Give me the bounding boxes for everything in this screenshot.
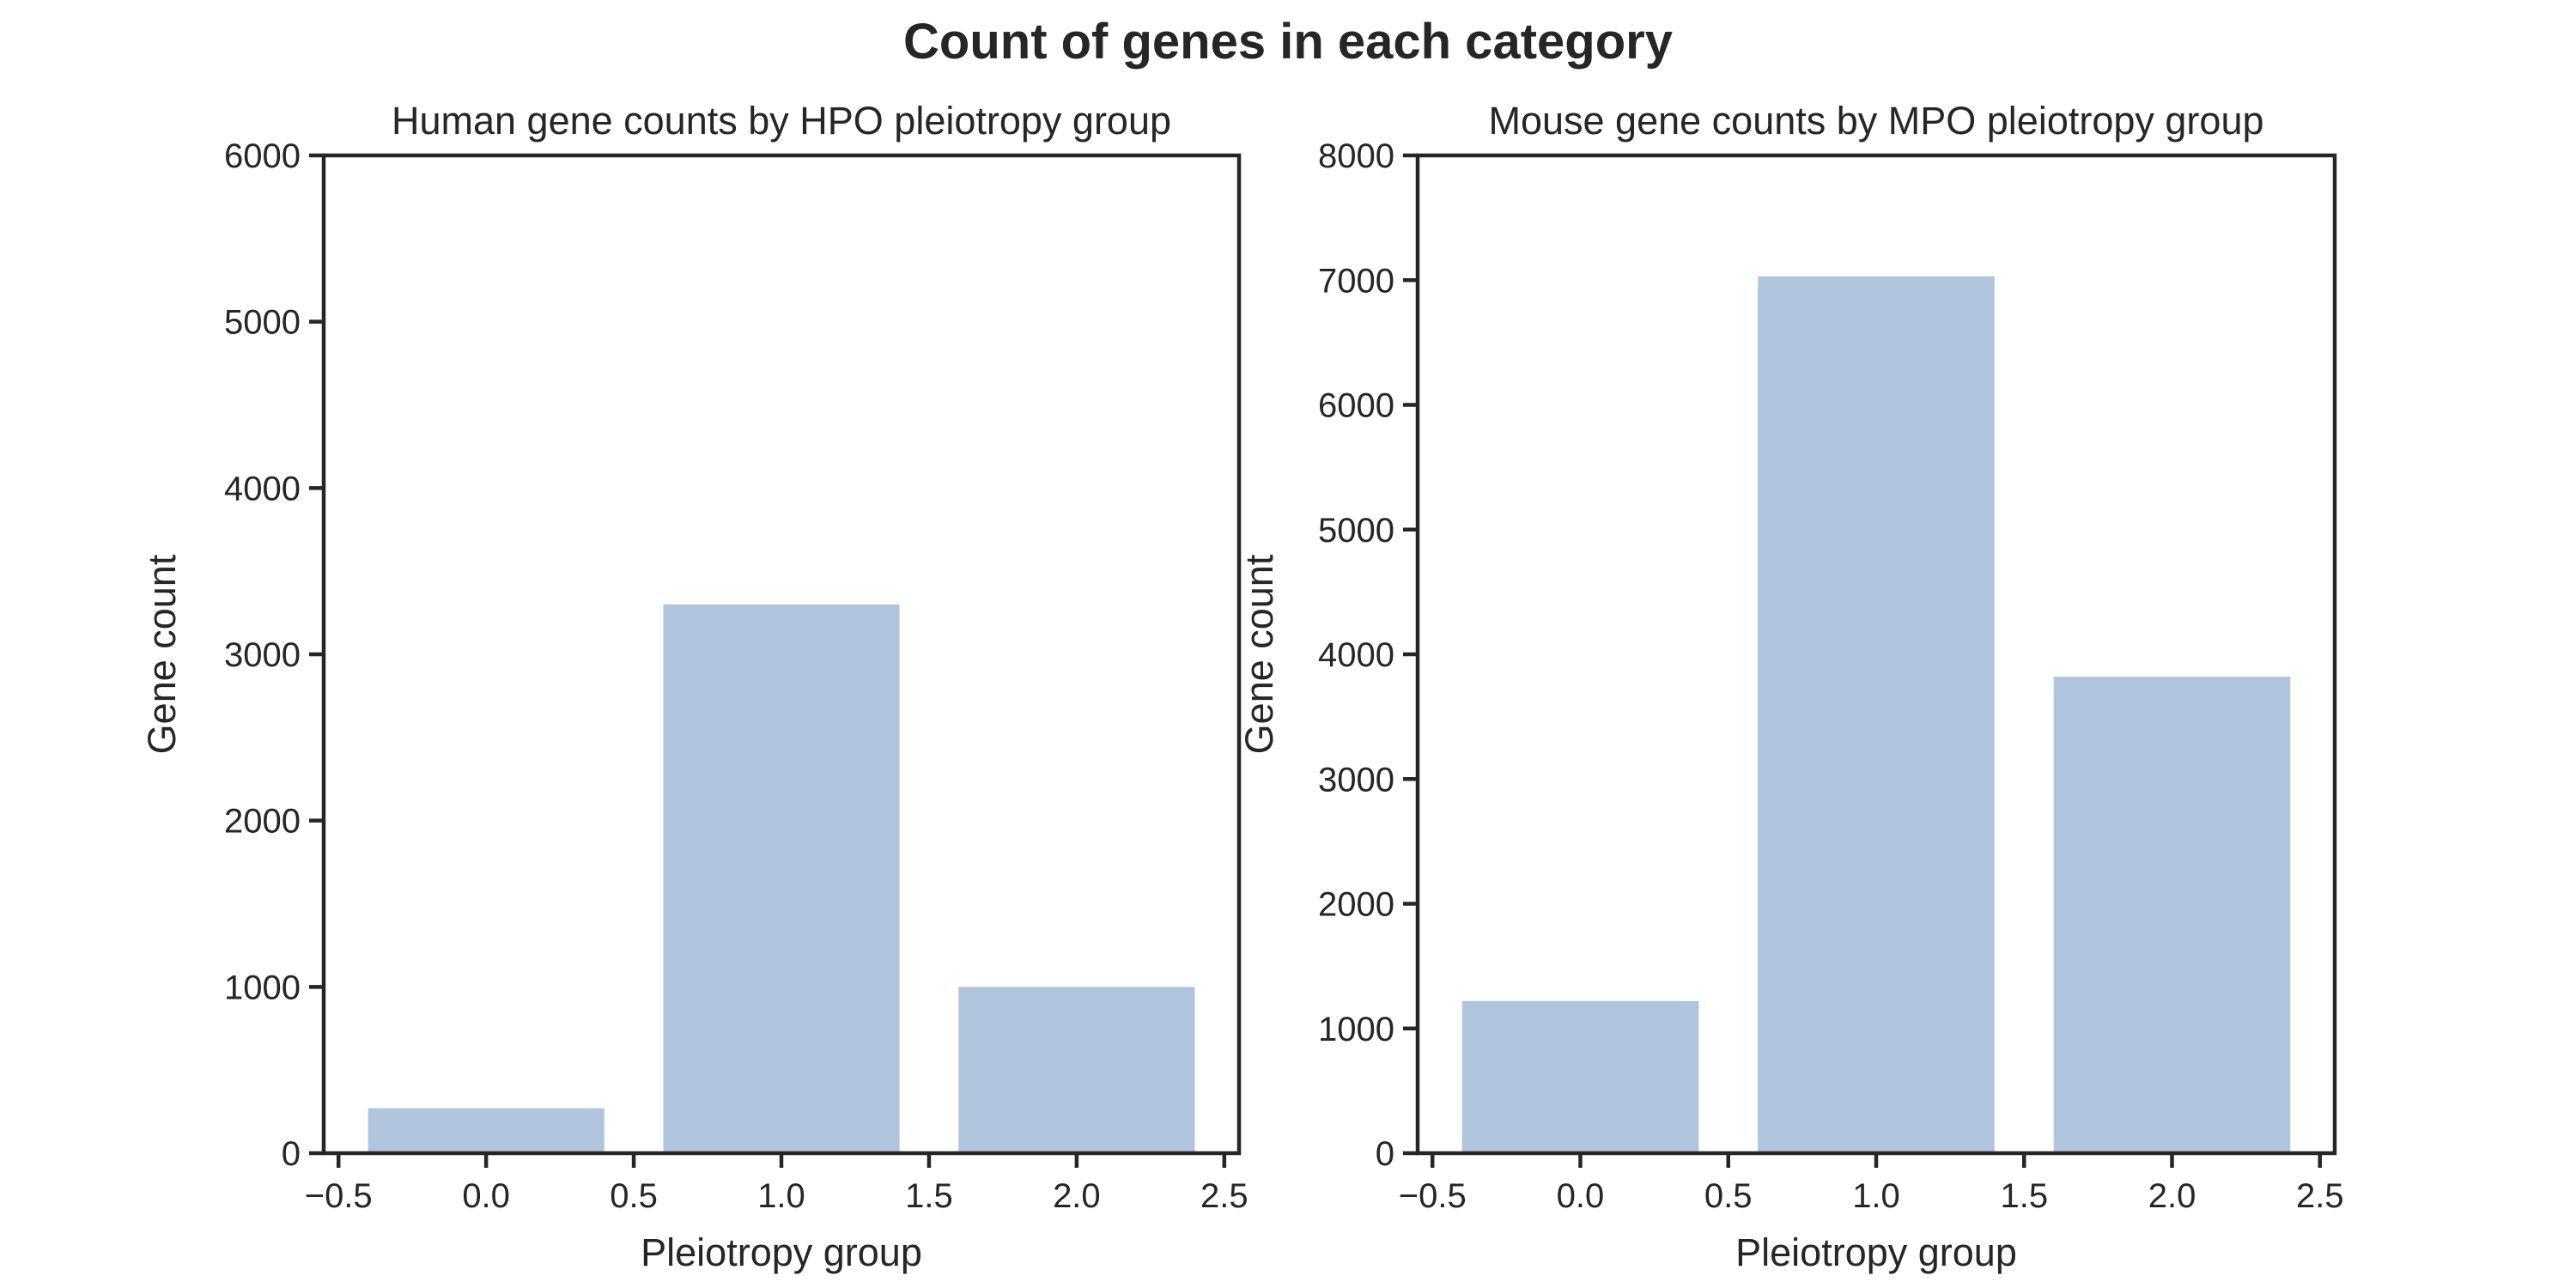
y-tick-label: 1000 <box>224 969 301 1006</box>
y-tick-label: 8000 <box>1318 137 1394 175</box>
y-tick-label: 1000 <box>1318 1011 1394 1048</box>
bar-group-2.0 <box>958 987 1195 1153</box>
bar-group <box>1461 276 2291 1153</box>
x-tick-label: −0.5 <box>305 1177 373 1215</box>
y-tick-label: 5000 <box>224 304 301 342</box>
y-tick-label: 2000 <box>224 803 301 841</box>
axes-frame <box>321 153 1242 1156</box>
figure-title: Count of genes in each category <box>903 14 1673 70</box>
x-tick-label: 0.5 <box>610 1177 658 1215</box>
y-tick-label: 0 <box>1376 1135 1394 1173</box>
chart-title: Human gene counts by HPO pleiotropy grou… <box>392 99 1171 143</box>
x-tick-label: 1.0 <box>1852 1177 1900 1215</box>
mouse-chart-panel: Mouse gene counts by MPO pleiotropy grou… <box>1237 99 2344 1274</box>
y-tick-label: 3000 <box>1318 761 1394 799</box>
chart-title: Mouse gene counts by MPO pleiotropy grou… <box>1488 99 2263 143</box>
x-axis-label: Pleiotropy group <box>1735 1230 2017 1274</box>
tick-group: −0.5 0.0 0.5 1.0 1.5 2.0 2.5 0 1000 2000 3000 4000 5… <box>224 137 1249 1215</box>
x-tick-label: 0.5 <box>1704 1177 1753 1215</box>
x-tick-label: 2.0 <box>1053 1177 1101 1215</box>
y-tick-label: 7000 <box>1318 262 1394 300</box>
y-tick-label: 0 <box>282 1135 301 1173</box>
y-tick-label: 4000 <box>224 470 301 507</box>
x-tick-label: −0.5 <box>1399 1177 1467 1215</box>
y-tick-label: 3000 <box>224 636 301 674</box>
x-tick-label: 1.0 <box>757 1177 805 1215</box>
y-tick-label: 5000 <box>1318 512 1394 550</box>
y-tick-label: 6000 <box>1318 387 1394 425</box>
x-tick-label: 1.5 <box>905 1177 953 1215</box>
bar-group-1.0 <box>663 604 900 1153</box>
y-axis-label: Gene count <box>1237 554 1281 754</box>
bar-group-2.0 <box>2053 677 2291 1153</box>
y-tick-label: 2000 <box>1318 886 1394 924</box>
axes-frame <box>1415 153 2337 1156</box>
x-tick-label: 2.5 <box>1200 1177 1249 1215</box>
x-tick-label: 0.0 <box>1557 1177 1605 1215</box>
tick-group: −0.5 0.0 0.5 1.0 1.5 2.0 2.5 0 1000 2000 3000 4000 5… <box>1318 137 2344 1215</box>
x-tick-label: 2.0 <box>2148 1177 2196 1215</box>
bar-group-0.0 <box>368 1108 605 1153</box>
bar-group <box>368 604 1195 1153</box>
human-chart-panel: Human gene counts by HPO pleiotropy grou… <box>140 99 1249 1274</box>
x-axis-label: Pleiotropy group <box>641 1230 922 1274</box>
x-tick-label: 2.5 <box>2296 1177 2344 1215</box>
y-tick-label: 6000 <box>224 137 301 175</box>
x-tick-label: 1.5 <box>2000 1177 2048 1215</box>
bar-group-0.0 <box>1461 1000 1699 1153</box>
bar-group-1.0 <box>1758 276 1995 1153</box>
x-tick-label: 0.0 <box>462 1177 510 1215</box>
y-tick-label: 4000 <box>1318 636 1394 674</box>
y-axis-label: Gene count <box>140 554 184 754</box>
